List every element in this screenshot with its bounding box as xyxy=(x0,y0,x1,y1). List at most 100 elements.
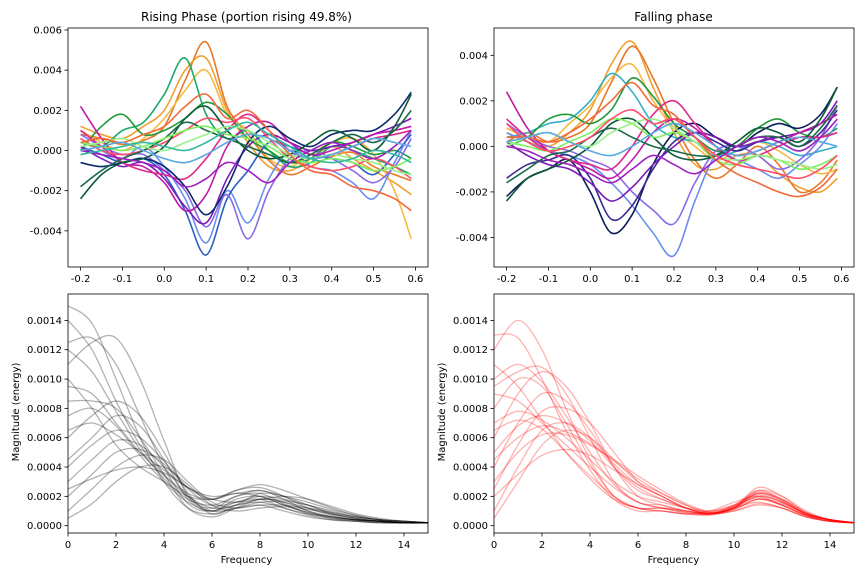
series-line xyxy=(68,414,428,524)
series-line xyxy=(506,105,838,226)
y-tick-label: 0.006 xyxy=(33,26,62,37)
y-tick-label: 0.0000 xyxy=(453,521,488,532)
x-tick-label: 0.3 xyxy=(282,274,298,285)
falling-spectra-ylabel: Magnitude (energy) xyxy=(437,363,448,462)
y-tick-label: -0.004 xyxy=(30,226,62,237)
y-tick-label: 0.002 xyxy=(459,96,488,107)
y-tick-label: 0.0006 xyxy=(453,433,488,444)
falling-phase-waveform-axes: Falling phase -0.2 -0.1 0.0 0.1 0.2 0.3 0.4 0.5… xyxy=(456,10,855,285)
rising-spectra-ylabel: Magnitude (energy) xyxy=(11,363,22,462)
y-tick-label: 0.004 xyxy=(33,66,62,77)
y-tick-label: 0.004 xyxy=(459,51,488,62)
series-line xyxy=(68,399,428,524)
series-line xyxy=(68,385,428,524)
series-line xyxy=(494,363,854,524)
series-line xyxy=(494,410,854,524)
y-tick-label: 0.0010 xyxy=(453,375,488,386)
y-tick-label: 0.0008 xyxy=(27,404,62,415)
x-tick-label: 4 xyxy=(161,540,167,551)
x-tick-label: 2 xyxy=(113,540,119,551)
x-tick-label: 0.4 xyxy=(324,274,340,285)
series-line xyxy=(494,370,854,524)
series-line xyxy=(80,133,412,164)
x-tick-label: -0.2 xyxy=(71,274,91,285)
x-tick-label: 0.2 xyxy=(666,274,682,285)
y-tick-label: 0.000 xyxy=(33,146,62,157)
series-line xyxy=(80,91,412,216)
x-tick-label: 8 xyxy=(683,540,689,551)
series-line xyxy=(506,117,838,171)
y-tick-label: 0.0010 xyxy=(27,375,62,386)
x-tick-label: 6 xyxy=(209,540,215,551)
y-tick-label: 0.0002 xyxy=(453,492,488,503)
series-line xyxy=(506,118,838,184)
series-line xyxy=(494,419,854,524)
x-tick-label: -0.2 xyxy=(497,274,517,285)
series-line xyxy=(494,376,854,524)
series-line xyxy=(68,422,428,524)
series-line xyxy=(68,349,428,524)
y-tick-label: 0.0008 xyxy=(453,404,488,415)
y-tick-label: 0.0004 xyxy=(453,463,488,474)
y-tick-label: 0.0012 xyxy=(27,345,62,356)
series-line xyxy=(80,109,412,188)
y-tick-label: -0.004 xyxy=(456,233,488,244)
series-line xyxy=(494,365,854,524)
falling-spectra-axes: Frequency Magnitude (energy) 0 2 4 6 8 10 12 14… xyxy=(437,293,855,566)
series-line xyxy=(494,421,854,524)
series-line xyxy=(506,81,838,198)
x-tick-label: 0.0 xyxy=(156,274,172,285)
y-tick-label: 0.000 xyxy=(459,142,488,153)
y-tick-label: 0.0004 xyxy=(27,463,62,474)
series-line xyxy=(80,121,412,164)
series-line xyxy=(506,99,838,171)
series-line xyxy=(68,319,428,524)
falling-phase-title: Falling phase xyxy=(634,10,712,24)
x-tick-label: 0.5 xyxy=(792,274,808,285)
x-tick-label: -0.1 xyxy=(113,274,133,285)
series-line xyxy=(506,122,838,157)
series-line xyxy=(68,439,428,524)
falling-spectra-xlabel: Frequency xyxy=(648,555,700,566)
series-line xyxy=(494,363,854,524)
y-tick-label: 0.0014 xyxy=(27,316,62,327)
series-line xyxy=(68,407,428,524)
y-tick-label: 0.0000 xyxy=(27,521,62,532)
series-line xyxy=(68,454,428,524)
x-tick-label: 0.6 xyxy=(407,274,423,285)
y-tick-label: -0.002 xyxy=(456,187,488,198)
series-line xyxy=(494,432,854,524)
series-line xyxy=(80,129,412,188)
series-line xyxy=(79,105,412,212)
series-line xyxy=(68,466,428,524)
series-line xyxy=(494,429,854,524)
series-line xyxy=(506,72,838,157)
series-line xyxy=(68,447,428,524)
y-tick-label: 0.0012 xyxy=(453,345,488,356)
x-tick-label: 0.0 xyxy=(582,274,598,285)
rising-spectra-xlabel: Frequency xyxy=(221,555,273,566)
series-line xyxy=(68,400,428,524)
axes-frame xyxy=(67,293,429,534)
axes-frame xyxy=(493,293,855,534)
series-line xyxy=(494,425,854,524)
series-line xyxy=(506,109,838,180)
x-tick-label: 0 xyxy=(65,540,71,551)
series-line xyxy=(68,334,428,524)
series-line xyxy=(494,448,854,524)
series-line xyxy=(80,125,412,176)
series-line xyxy=(80,93,412,212)
x-tick-label: 12 xyxy=(350,540,363,551)
y-tick-label: 0.002 xyxy=(33,106,62,117)
x-tick-label: 12 xyxy=(776,540,789,551)
series-line xyxy=(68,305,428,524)
x-tick-label: 10 xyxy=(302,540,315,551)
y-tick-label: 0.0014 xyxy=(453,316,488,327)
series-line xyxy=(68,336,428,524)
rising-spectra-axes: Frequency Magnitude (energy) 0 2 4 6 8 10 12 14… xyxy=(11,293,429,566)
x-tick-label: 4 xyxy=(587,540,593,551)
series-line xyxy=(494,319,854,524)
series-line xyxy=(68,378,428,524)
